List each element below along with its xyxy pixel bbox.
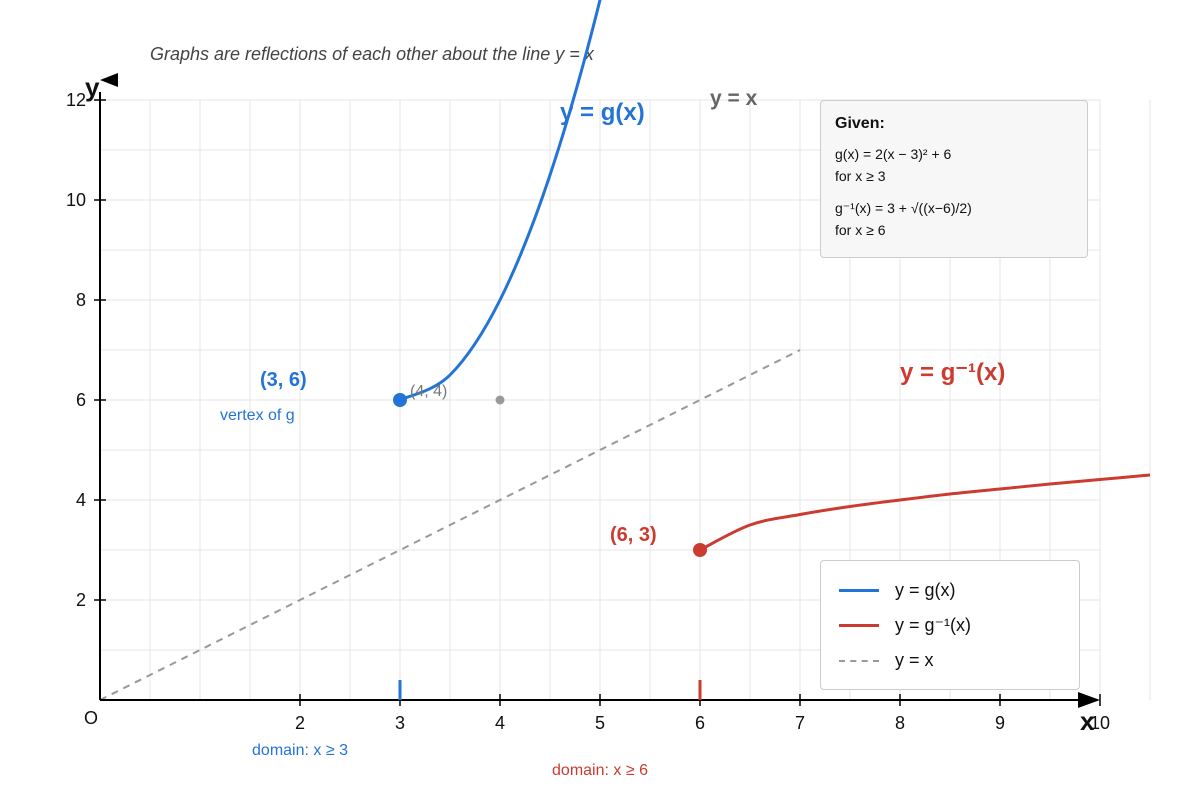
y-tick-label: 12 — [66, 90, 86, 110]
given-info-box: Given: g(x) = 2(x − 3)² + 6 for x ≥ 3 g⁻… — [820, 100, 1088, 258]
curve-label-identity: y = x — [710, 87, 758, 110]
origin-label: O — [84, 708, 98, 728]
ginv-definition: g⁻¹(x) = 3 + √((x−6)/2) — [835, 200, 972, 216]
y-tick-label: 4 — [76, 490, 86, 510]
domain-label-ginv: domain: x ≥ 6 — [552, 762, 648, 779]
legend-item-ginv: y = g⁻¹(x) — [839, 608, 1061, 643]
x-tick-label: 5 — [595, 713, 605, 733]
chart-caption: Graphs are reflections of each other abo… — [150, 44, 595, 64]
x-tick-label: 9 — [995, 713, 1005, 733]
y-axis-arrow-icon — [100, 73, 118, 87]
g-definition: g(x) = 2(x − 3)² + 6 — [835, 146, 952, 162]
series-line-g — [399, 0, 602, 402]
legend-swatch-g — [839, 589, 879, 592]
x-tick-label: 10 — [1090, 713, 1110, 733]
point-marker-vertex-g — [393, 393, 407, 407]
x-tick-label: 8 — [895, 713, 905, 733]
y-axis-label: y — [85, 72, 100, 102]
legend-label-identity: y = x — [895, 650, 934, 670]
point-label-identity: (4, 4) — [410, 383, 447, 400]
x-tick-label: 7 — [795, 713, 805, 733]
legend-item-identity: y = x — [839, 643, 1061, 678]
g-domain-note: for x ≥ 3 — [835, 168, 886, 184]
legend-label-ginv: y = g⁻¹(x) — [895, 615, 972, 635]
legend: y = g(x) y = g⁻¹(x) y = x — [820, 560, 1080, 690]
series-line-ginv — [699, 473, 1151, 552]
y-tick-label: 10 — [66, 190, 86, 210]
point-note-vertex-g: vertex of g — [220, 407, 295, 424]
point-label-vertex-g: (3, 6) — [260, 369, 307, 391]
y-tick-label: 2 — [76, 590, 86, 610]
point-marker-identity — [495, 395, 505, 405]
y-tick-label: 8 — [76, 290, 86, 310]
curve-label-ginv: y = g⁻¹(x) — [900, 359, 1005, 386]
point-marker-vertex-ginv — [693, 543, 707, 557]
info-title: Given: — [835, 115, 885, 132]
legend-item-g: y = g(x) — [839, 573, 1061, 608]
y-tick-label: 6 — [76, 390, 86, 410]
legend-swatch-identity — [839, 659, 879, 662]
ginv-domain-note: for x ≥ 6 — [835, 222, 886, 238]
x-axis-arrow-icon — [1078, 692, 1100, 708]
x-tick-label: 6 — [695, 713, 705, 733]
identity-line — [99, 349, 801, 701]
curve-label-g: y = g(x) — [560, 99, 645, 126]
domain-label-g: domain: x ≥ 3 — [252, 742, 348, 759]
x-axis-label: x — [1080, 706, 1095, 736]
x-tick-label: 3 — [395, 713, 405, 733]
legend-swatch-ginv — [839, 624, 879, 627]
point-label-vertex-ginv: (6, 3) — [610, 524, 657, 546]
legend-label-g: y = g(x) — [895, 580, 956, 600]
x-tick-label: 2 — [295, 713, 305, 733]
x-tick-label: 4 — [495, 713, 505, 733]
